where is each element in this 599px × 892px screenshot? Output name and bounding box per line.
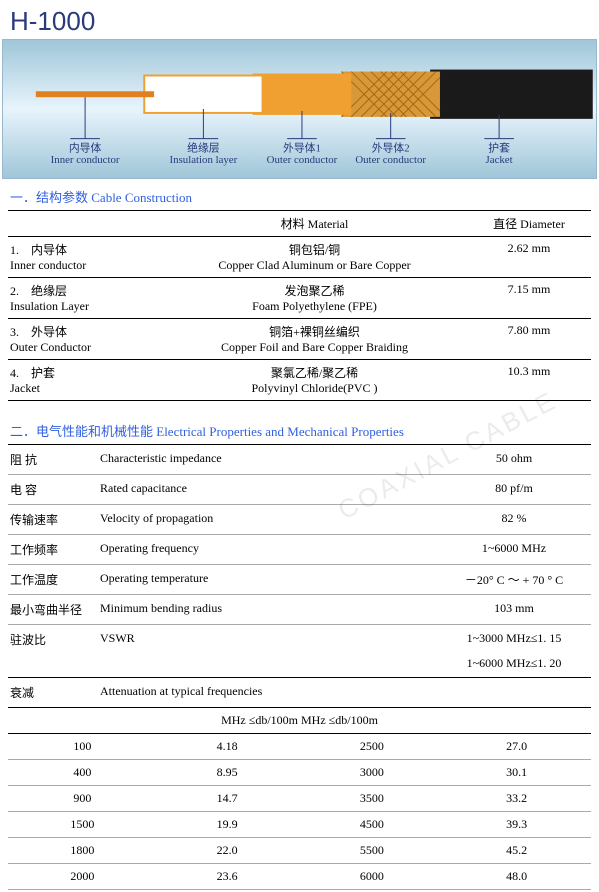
section2-title: 二．电气性能和机械性能 Electrical Properties and Me… [0,413,599,444]
dlabel-1-en: Insulation layer [170,154,238,166]
hdr-material: 材料 Material [160,215,469,232]
electrical-row: 传输速率Velocity of propagation82 % [0,507,599,532]
dlabel-3-en: Outer conductor [355,154,426,166]
dlabel-2-en: Outer conductor [267,154,338,166]
cable-diagram: 内导体 Inner conductor 绝缘层 Insulation layer… [2,39,597,179]
electrical-row: 1~6000 MHz≤1. 20 [0,652,599,675]
dlabel-2-cn: 外导体1 [283,140,321,154]
section1-title: 一．结构参数 Cable Construction [0,179,599,210]
dlabel-0-cn: 内导体 [69,140,102,154]
attenuation-header: MHz ≤db/100m MHz ≤db/100m [0,710,599,731]
dlabel-3-cn: 外导体2 [372,140,410,154]
construction-row: 3. 外导体Outer Conductor铜箔+裸铜丝编织Copper Foil… [0,321,599,357]
electrical-row: 电 容Rated capacitance80 pf/m [0,477,599,502]
construction-rows: 1. 内导体Inner conductor铜包铝/铜Copper Clad Al… [0,239,599,401]
electrical-rows: 阻 抗Characteristic impedance50 ohm 电 容Rate… [0,447,599,675]
dlabel-4-cn: 护套 [488,140,510,154]
attenuation-row: 180022.0550045.2 [0,840,599,861]
dlabel-0-en: Inner conductor [51,154,120,166]
attenuation-row: 90014.7350033.2 [0,788,599,809]
attenuation-label: 衰减 Attenuation at typical frequencies [0,680,599,705]
construction-row: 4. 护套Jacket聚氯乙稀/聚乙稀Polyvinyl Chloride(PV… [0,362,599,398]
construction-row: 1. 内导体Inner conductor铜包铝/铜Copper Clad Al… [0,239,599,275]
electrical-row: 驻波比VSWR1~3000 MHz≤1. 15 [0,627,599,652]
electrical-row: 最小弯曲半径Minimum bending radius103 mm [0,597,599,622]
hdr-diameter: 直径 Diameter [469,215,589,232]
electrical-row: 阻 抗Characteristic impedance50 ohm [0,447,599,472]
product-title: H-1000 [0,0,599,39]
attenuation-row: 200023.6600048.0 [0,866,599,887]
construction-header: 材料 Material 直径 Diameter [0,213,599,234]
electrical-row: 工作频率Operating frequency1~6000 MHz [0,537,599,562]
attenuation-row: 1004.18250027.0 [0,736,599,757]
construction-row: 2. 绝缘层Insulation Layer发泡聚乙稀Foam Polyethy… [0,280,599,316]
dlabel-4-en: Jacket [486,154,513,166]
attenuation-row: 150019.9450039.3 [0,814,599,835]
att-en: Attenuation at typical frequencies [100,684,589,701]
att-cn: 衰减 [10,684,100,701]
electrical-row: 工作温度Operating temperature－20° C ～ + 70 °… [0,567,599,592]
attenuation-rows: 1004.18250027.0 4008.95300030.1 90014.7350… [0,736,599,890]
dlabel-1-cn: 绝缘层 [187,140,220,154]
attenuation-row: 4008.95300030.1 [0,762,599,783]
